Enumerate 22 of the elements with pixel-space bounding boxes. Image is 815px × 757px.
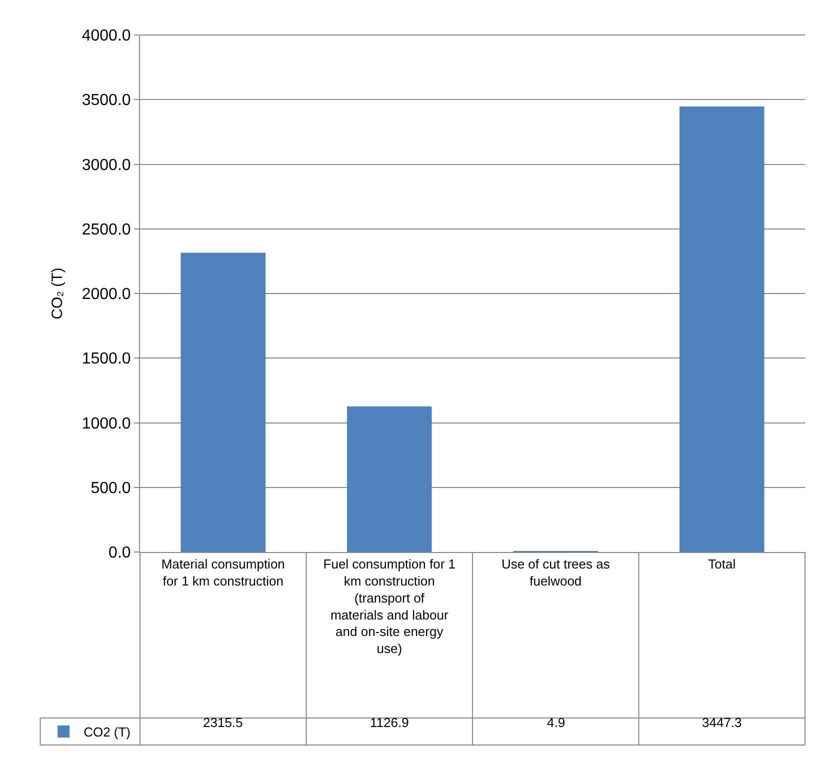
data-label: 1126.9 (370, 715, 409, 730)
y-tick-label: 1000.0 (82, 415, 131, 432)
data-label: 3447.3 (702, 715, 742, 730)
x-tick-label: Total (708, 556, 736, 572)
y-tick-label: 3000.0 (82, 156, 131, 174)
y-tick-label: 4000.0 (82, 28, 131, 45)
data-label: 2315.5 (203, 715, 243, 730)
legend-label: CO2 (T) (84, 724, 131, 740)
y-tick-label: 2500.0 (82, 221, 131, 238)
y-tick-label: 3500.0 (82, 92, 131, 110)
bar (346, 406, 432, 552)
x-tick-label: Use of cut trees as fuelwood (501, 556, 610, 588)
x-tick-label: Fuel consumption for 1 km construction (transport of materials and labour and on-site energy use) (323, 556, 456, 656)
bar (679, 106, 764, 552)
y-tick-label: 500.0 (90, 480, 131, 497)
bar (180, 252, 266, 552)
x-tick-label: Material consumption for 1 km construction (161, 556, 285, 588)
y-tick-label: 1500.0 (82, 350, 131, 368)
data-label: 4.9 (547, 715, 566, 730)
y-tick-label: 2000.0 (82, 286, 131, 304)
y-tick-label: 0.0 (108, 544, 131, 562)
y-axis-title: CO₂ (T) (49, 268, 66, 320)
